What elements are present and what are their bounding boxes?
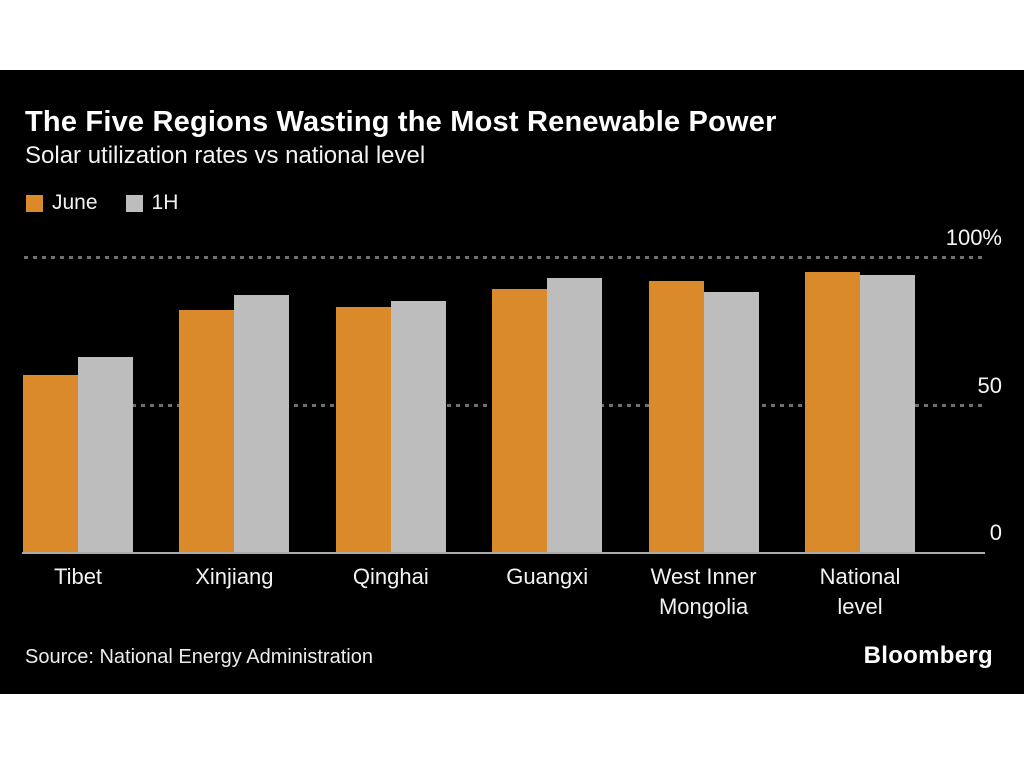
legend-label: June — [52, 191, 98, 214]
bar-1h-west-inner-mongolia — [703, 292, 759, 552]
bar-group-national-level — [805, 257, 915, 552]
bar-group-xinjiang — [179, 257, 290, 552]
bar-group-west-inner-mongolia — [648, 257, 759, 552]
chart-title: The Five Regions Wasting the Most Renewa… — [25, 106, 777, 138]
bar-group-tibet — [23, 257, 133, 552]
bar-group-qinghai — [335, 257, 446, 552]
x-label-national-level: National level — [819, 564, 901, 619]
legend: June 1H — [26, 191, 178, 215]
bar-june-xinjiang — [179, 310, 235, 552]
y-tick-label-0: 0 — [989, 520, 1002, 545]
y-tick-label-100: 100% — [945, 225, 1002, 250]
bar-series — [23, 257, 915, 552]
bar-june-qinghai — [335, 307, 391, 552]
chart-subtitle: Solar utilization rates vs national leve… — [25, 142, 426, 169]
legend-label: 1H — [151, 191, 179, 214]
x-axis-labels: Tibet Xinjiang Qinghai Guangxi West Inner Mon… — [23, 562, 915, 632]
bar-1h-guangxi — [547, 278, 603, 552]
bar-june-west-inner-mongolia — [648, 281, 704, 552]
bar-june-guangxi — [492, 289, 548, 552]
bar-1h-xinjiang — [234, 295, 290, 552]
legend-swatch-1h — [125, 194, 143, 212]
plot-area: 0 50 100% Tibet Xinjiang Qinghai Guangxi West … — [0, 70, 1024, 694]
source-note: Source: National Energy Administration — [25, 646, 373, 668]
bar-group-guangxi — [492, 257, 603, 552]
x-label-qinghai: Qinghai — [352, 564, 429, 589]
x-axis-line — [22, 552, 985, 554]
bar-june-tibet — [23, 375, 78, 552]
legend-item-1h: 1H — [125, 191, 179, 215]
y-tick-label-50: 50 — [977, 372, 1002, 398]
gridline-100 — [24, 256, 985, 259]
bar-1h-tibet — [78, 357, 133, 552]
x-label-west-inner-mongolia: West Inner Mongolia — [650, 564, 757, 619]
bar-june-national-level — [805, 272, 860, 552]
bar-1h-qinghai — [390, 301, 446, 552]
bar-1h-national-level — [860, 275, 915, 552]
chart-card: The Five Regions Wasting the Most Renewa… — [0, 70, 1024, 694]
x-label-guangxi: Guangxi — [506, 564, 589, 589]
legend-item-june: June — [26, 191, 98, 215]
legend-swatch-june — [26, 194, 43, 212]
x-label-tibet: Tibet — [53, 564, 103, 589]
bloomberg-logo: Bloomberg — [863, 642, 993, 669]
x-label-xinjiang: Xinjiang — [195, 564, 274, 589]
